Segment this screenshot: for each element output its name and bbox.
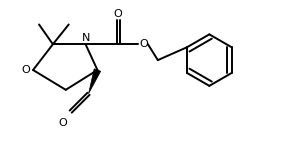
Text: O: O [114,9,123,19]
Text: O: O [22,65,30,75]
Text: O: O [140,39,148,49]
Polygon shape [89,69,101,94]
Text: N: N [82,33,91,43]
Text: O: O [59,118,67,129]
